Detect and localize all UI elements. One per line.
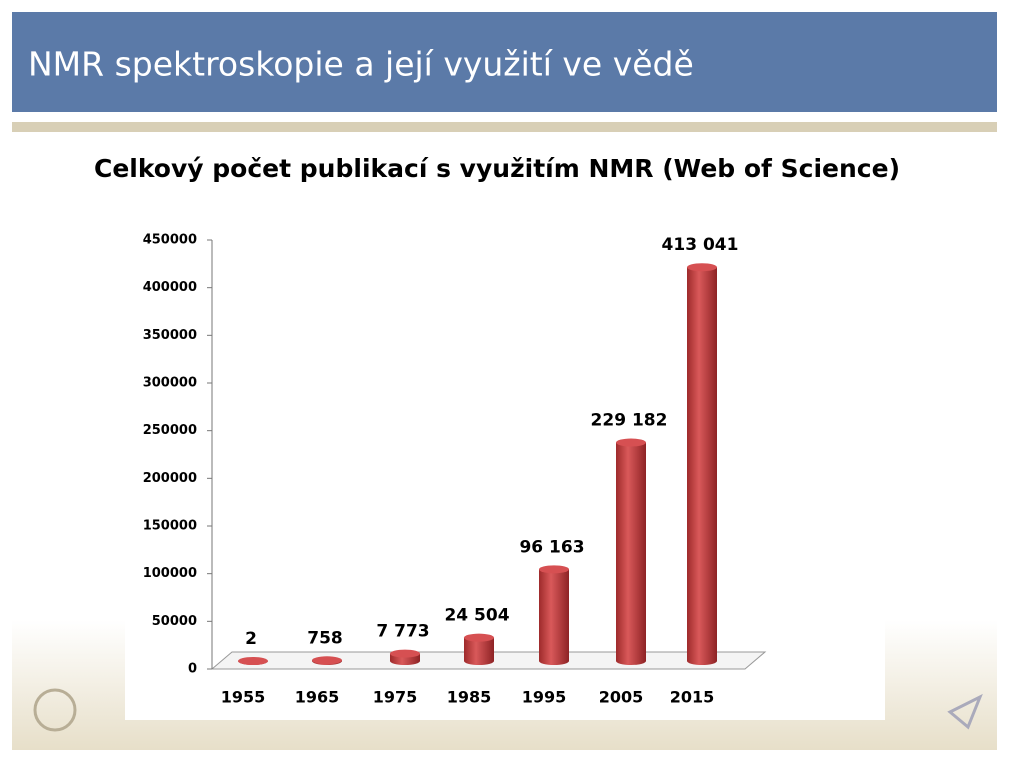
- bar-top: [390, 649, 420, 658]
- x-tick-label: 1955: [221, 688, 266, 707]
- x-tick-label: 1985: [447, 688, 492, 707]
- bar: [616, 442, 646, 665]
- bar-top: [312, 656, 342, 665]
- chart-area: [125, 215, 885, 720]
- bar: [687, 267, 717, 665]
- logo: [947, 693, 983, 730]
- y-tick-label: 200000: [143, 471, 197, 486]
- bar-top: [238, 656, 268, 665]
- value-label: 229 182: [591, 411, 668, 431]
- bar-top: [539, 565, 569, 574]
- value-label: 413 041: [662, 235, 739, 255]
- x-tick-label: 1965: [295, 688, 340, 707]
- slide-title: NMR spektroskopie a její využití ve vědě: [28, 45, 694, 84]
- y-tick-label: 100000: [143, 566, 197, 581]
- y-tick-label: 400000: [143, 280, 197, 295]
- logo: [33, 688, 77, 732]
- x-tick-label: 2005: [599, 688, 644, 707]
- value-label: 2: [245, 629, 257, 649]
- bar-top: [687, 263, 717, 272]
- y-tick-label: 450000: [143, 233, 197, 248]
- y-tick-label: 50000: [152, 614, 197, 629]
- value-label: 24 504: [444, 606, 509, 626]
- value-label: 758: [307, 628, 343, 648]
- x-tick-label: 2015: [670, 688, 715, 707]
- bar-top: [616, 438, 646, 447]
- y-tick-label: 0: [188, 662, 197, 677]
- header-band: [12, 12, 997, 112]
- x-tick-label: 1995: [522, 688, 567, 707]
- y-tick-label: 250000: [143, 423, 197, 438]
- bar-top: [464, 633, 494, 642]
- x-tick-label: 1975: [373, 688, 418, 707]
- value-label: 96 163: [519, 537, 584, 557]
- bar: [539, 569, 569, 665]
- chart-title: Celkový počet publikací s využitím NMR (…: [94, 154, 900, 183]
- y-tick-label: 150000: [143, 519, 197, 534]
- value-label: 7 773: [376, 622, 429, 642]
- bar: [464, 637, 494, 665]
- y-tick-label: 300000: [143, 376, 197, 391]
- y-tick-label: 350000: [143, 328, 197, 343]
- header-stripe: [12, 122, 997, 132]
